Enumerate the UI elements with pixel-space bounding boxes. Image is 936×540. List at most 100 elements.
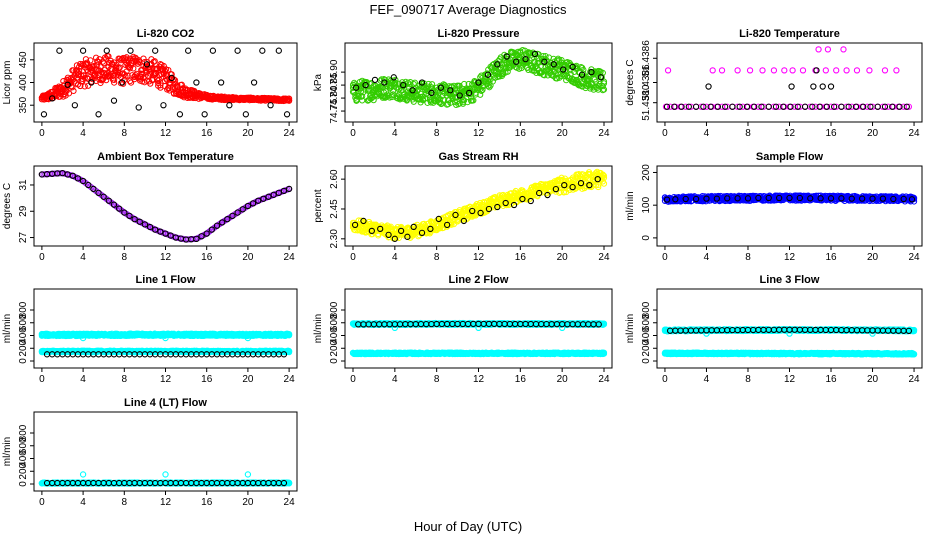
data-point [908,196,916,203]
data-point [827,195,835,202]
y-tick-label: 200 [641,164,652,181]
data-point [280,187,288,195]
data-point [600,180,608,187]
data-point [244,202,252,210]
data-point [79,334,87,342]
data-point [407,79,414,86]
data-point [579,83,586,90]
x-tick-label: 8 [745,252,751,263]
data-point [166,87,173,94]
data-point [185,47,192,54]
y-axis-label: degrees C [2,183,13,229]
data-point [141,221,149,228]
data-point [889,103,896,110]
data-point [867,103,874,110]
band-series-blue [661,192,918,205]
data-point [560,66,567,73]
data-point [827,83,835,90]
data-point [351,221,359,229]
data-point [286,348,293,355]
x-tick-label: 16 [515,128,527,139]
y-tick-label: 400 [18,327,29,344]
data-point [69,172,76,179]
data-point [404,233,411,240]
point-series-black [663,194,916,203]
data-point [88,79,95,86]
y-tick-label: 51.4386 [641,40,652,77]
data-point [100,193,107,200]
data-point [485,205,493,213]
data-point [853,67,861,74]
panel-title: Ambient Box Temperature [97,151,234,163]
data-point [119,79,126,86]
x-tick-label: 8 [434,252,440,263]
x-tick-label: 20 [557,252,569,263]
data-point [561,181,568,189]
data-point [140,55,147,62]
y-tick-label: 200 [18,339,29,356]
data-point [866,67,873,74]
data-point [893,67,900,74]
y-tick-label: 51.4380 [641,84,652,121]
data-point [881,103,889,110]
x-tick-label: 20 [557,374,569,385]
data-point [152,226,159,233]
data-point [486,79,493,86]
data-point [234,47,241,54]
data-point [786,194,793,202]
data-point [663,196,671,203]
data-point [162,334,169,342]
data-point [484,71,492,78]
data-point [469,207,476,215]
data-point [600,78,608,85]
data-point [746,67,754,74]
data-point [585,76,593,83]
data-point [447,87,454,94]
data-point [452,211,459,219]
x-tick-label: 12 [473,252,485,263]
point-series-black [351,175,601,242]
data-point [509,49,516,56]
data-point [781,67,788,74]
plot-frame [33,288,298,369]
x-tick-label: 4 [80,374,86,385]
x-tick-label: 0 [39,128,45,139]
x-tick-label: 20 [557,128,569,139]
x-tick-label: 0 [662,252,668,263]
data-point [79,47,87,54]
data-point [758,103,765,110]
data-point [678,103,685,110]
data-point [265,193,272,200]
data-point [512,58,520,65]
data-point [843,67,850,74]
data-point [477,209,484,217]
y-tick-label: 400 [329,327,340,344]
data-point [275,189,282,197]
x-tick-label: 24 [598,252,610,263]
y-tick-label: 800 [18,301,29,318]
y-tick-label: 27 [18,232,29,244]
data-point [544,191,551,199]
data-point [97,63,104,70]
band-series-green [349,47,608,109]
data-point [286,95,293,102]
data-point [789,67,796,74]
data-point [595,86,602,93]
data-point [397,227,405,235]
point-series-black [663,67,910,110]
data-point [869,195,876,202]
data-point [881,67,889,74]
data-point [788,83,795,90]
data-point [162,230,169,237]
data-point [428,81,436,88]
data-point [409,87,416,94]
y-tick-label: 350 [18,96,29,113]
data-point [874,103,881,110]
x-tick-label: 16 [201,252,213,263]
data-point [600,172,608,179]
data-point [772,103,780,110]
